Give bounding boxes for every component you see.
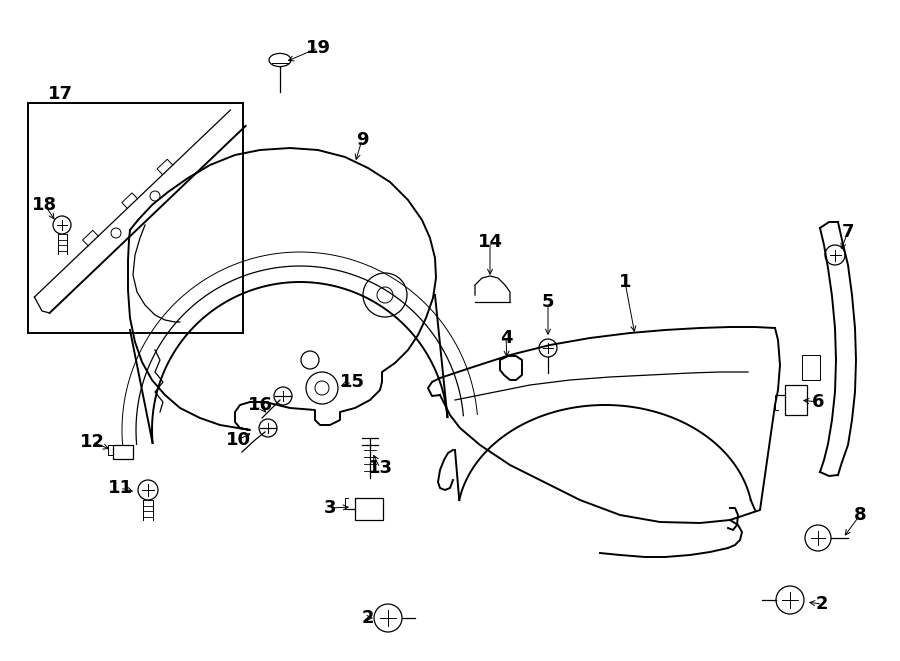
Text: 4: 4	[500, 329, 512, 347]
Text: 17: 17	[48, 85, 73, 103]
Text: 14: 14	[478, 233, 502, 251]
Text: 13: 13	[367, 459, 392, 477]
Text: 10: 10	[226, 431, 250, 449]
Text: 15: 15	[339, 373, 365, 391]
Text: 19: 19	[305, 39, 330, 57]
Text: 1: 1	[619, 273, 631, 291]
Text: 16: 16	[248, 396, 273, 414]
Text: 5: 5	[542, 293, 554, 311]
Text: 12: 12	[79, 433, 104, 451]
Text: 18: 18	[32, 196, 58, 214]
Text: 8: 8	[854, 506, 867, 524]
Text: 2: 2	[815, 595, 828, 613]
Text: 3: 3	[324, 499, 337, 517]
Text: 11: 11	[107, 479, 132, 497]
Text: 2: 2	[362, 609, 374, 627]
Text: 9: 9	[356, 131, 368, 149]
Text: 6: 6	[812, 393, 824, 411]
Text: 7: 7	[842, 223, 854, 241]
